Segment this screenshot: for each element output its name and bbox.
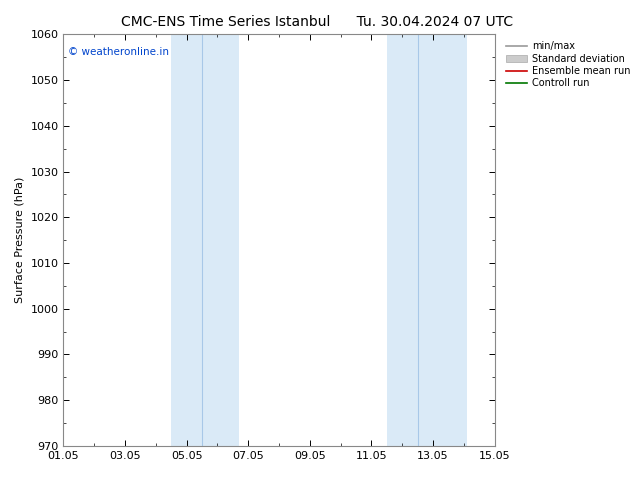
Bar — [202, 34, 239, 446]
Bar — [171, 34, 202, 446]
Y-axis label: Surface Pressure (hPa): Surface Pressure (hPa) — [15, 177, 25, 303]
Text: © weatheronline.in: © weatheronline.in — [68, 47, 169, 57]
Bar — [387, 34, 418, 446]
Text: CMC-ENS Time Series Istanbul      Tu. 30.04.2024 07 UTC: CMC-ENS Time Series Istanbul Tu. 30.04.2… — [121, 15, 513, 29]
Legend: min/max, Standard deviation, Ensemble mean run, Controll run: min/max, Standard deviation, Ensemble me… — [503, 39, 632, 90]
Bar — [418, 34, 467, 446]
